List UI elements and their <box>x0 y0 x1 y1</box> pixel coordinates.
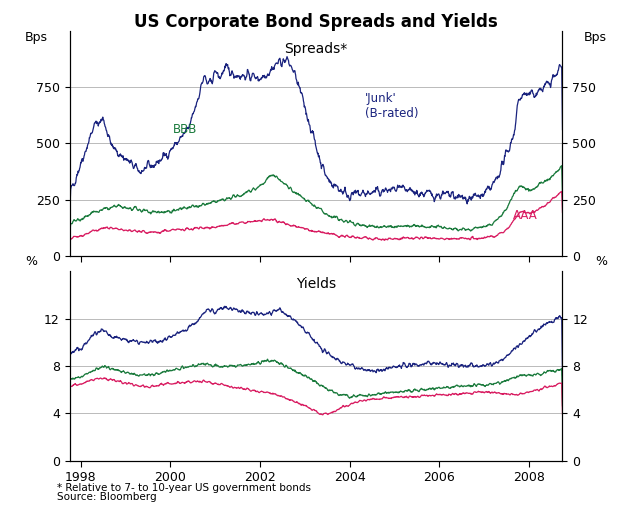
Text: %: % <box>595 254 607 268</box>
Text: Bps: Bps <box>25 31 48 44</box>
Text: Yields: Yields <box>296 277 336 291</box>
Text: AAA: AAA <box>513 209 538 222</box>
Text: * Relative to 7- to 10-year US government bonds: * Relative to 7- to 10-year US governmen… <box>57 482 311 493</box>
Text: US Corporate Bond Spreads and Yields: US Corporate Bond Spreads and Yields <box>134 13 498 31</box>
Text: BBB: BBB <box>173 123 197 136</box>
Text: %: % <box>25 254 37 268</box>
Text: Spreads*: Spreads* <box>284 42 348 56</box>
Text: Bps: Bps <box>584 31 607 44</box>
Text: Source: Bloomberg: Source: Bloomberg <box>57 492 157 502</box>
Text: 'Junk'
(B-rated): 'Junk' (B-rated) <box>365 92 419 119</box>
